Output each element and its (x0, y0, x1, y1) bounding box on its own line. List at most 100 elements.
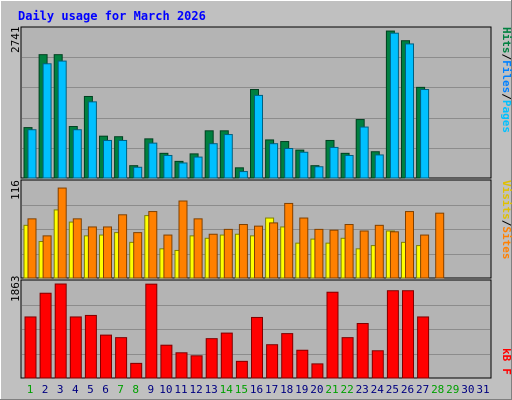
bar-kb-f-day-13 (205, 338, 218, 379)
bar-sites-day-6 (103, 226, 112, 279)
bar-files-day-9 (148, 142, 158, 179)
bar-sites-day-26 (405, 211, 414, 279)
bar-files-day-3 (57, 60, 67, 179)
legend-visits: Visits (500, 180, 512, 220)
bar-kb-f-day-18 (281, 333, 294, 379)
x-tick-label: 19 (295, 383, 308, 396)
x-tick-label: 1 (27, 383, 34, 396)
x-tick-label: 24 (371, 383, 385, 396)
x-tick-label: 6 (102, 383, 109, 396)
bar-files-day-4 (72, 129, 82, 179)
x-tick-label: 4 (72, 383, 79, 396)
bar-files-day-21 (329, 146, 339, 179)
x-tick-label: 25 (386, 383, 399, 396)
bar-sites-day-10 (163, 234, 173, 279)
bar-sites-day-4 (72, 218, 82, 279)
bar-sites-day-19 (299, 217, 309, 279)
bar-kb-f-day-7 (115, 337, 128, 379)
x-tick-label: 15 (235, 383, 248, 396)
bar-kb-f-day-19 (296, 349, 309, 379)
bar-kb-f-day-25 (386, 290, 399, 379)
bar-kb-f-day-23 (356, 323, 369, 379)
x-tick-label: 31 (476, 383, 489, 396)
bar-sites-day-13 (208, 233, 218, 279)
bar-sites-day-3 (57, 187, 67, 279)
bar-kb-f-day-21 (326, 291, 339, 379)
bar-sites-day-12 (193, 218, 203, 279)
x-tick-label: 9 (147, 383, 154, 396)
bar-kb-f-day-14 (220, 332, 233, 379)
bar-kb-f-day-27 (417, 316, 430, 379)
x-tick-label: 16 (250, 383, 263, 396)
legend-kb-label: kB (500, 348, 512, 362)
x-tick-label: 12 (189, 383, 202, 396)
panel-bars (23, 30, 430, 179)
legend-files: Files (500, 60, 512, 93)
bar-kb-f-day-6 (100, 334, 112, 379)
bar-sites-day-25 (389, 231, 399, 279)
bar-files-day-23 (359, 126, 369, 179)
bar-kb-f-day-12 (190, 355, 203, 379)
bar-files-day-6 (103, 139, 112, 179)
bar-sites-day-8 (133, 232, 143, 279)
x-tick-label: 30 (461, 383, 474, 396)
legend-sep: / (500, 220, 512, 227)
bar-files-day-13 (208, 143, 218, 179)
bar-files-day-1 (27, 129, 37, 179)
legend-hits: Hits (500, 27, 512, 54)
legend: kB F (500, 348, 512, 375)
bar-kb-f-day-8 (130, 362, 143, 379)
bar-kb-f-day-20 (311, 363, 324, 379)
panel-bars (23, 187, 445, 279)
bar-files-day-2 (42, 63, 52, 179)
x-tick-label: 2 (42, 383, 49, 396)
x-tick-label: 8 (132, 383, 139, 396)
bar-files-day-14 (223, 134, 233, 179)
bar-files-day-7 (118, 139, 128, 179)
ymax-label: 2741 (9, 27, 22, 54)
legend-sep: / (500, 93, 512, 100)
legend: Visits/Sites (500, 180, 512, 260)
bar-sites-day-23 (359, 230, 369, 279)
bar-kb-f-day-26 (402, 290, 414, 379)
x-tick-label: 22 (340, 383, 353, 396)
x-tick-label: 13 (205, 383, 218, 396)
bar-kb-f-day-22 (341, 337, 354, 379)
x-tick-label: 26 (401, 383, 414, 396)
legend-text: Hits/Files/Pages (500, 27, 512, 133)
bar-sites-day-24 (374, 224, 384, 279)
x-tick-label: 28 (431, 383, 444, 396)
bar-files-day-5 (87, 101, 97, 179)
bar-kb-f-day-5 (84, 314, 97, 379)
bar-sites-day-11 (178, 200, 188, 279)
bar-files-day-20 (314, 166, 324, 179)
bar-files-day-19 (299, 151, 309, 179)
bar-files-day-15 (238, 171, 248, 179)
bar-files-day-22 (344, 154, 354, 179)
panel-bars (24, 283, 430, 379)
legend-sep: / (500, 54, 512, 61)
x-tick-label: 11 (174, 383, 187, 396)
bar-files-day-18 (284, 148, 294, 179)
x-tick-label: 5 (87, 383, 94, 396)
x-tick-label: 29 (446, 383, 459, 396)
bar-kb-f-day-24 (371, 350, 384, 379)
bar-files-day-10 (163, 154, 173, 179)
legend-f-label: F (500, 368, 512, 375)
bar-files-day-17 (269, 143, 279, 179)
bar-files-day-27 (420, 89, 430, 179)
bar-sites-day-1 (27, 218, 37, 279)
bar-kb-f-day-17 (266, 344, 279, 379)
x-axis-labels: 1 2 3 4 5 6 7 8 9 10 11 12 13 14 15 16 17 18 19 20 21 22 23 24 2… (27, 383, 490, 396)
bar-sites-day-7 (118, 214, 128, 279)
x-tick-label: 27 (416, 383, 429, 396)
bar-files-day-16 (254, 94, 263, 179)
x-tick-label: 17 (265, 383, 278, 396)
x-tick-label: 18 (280, 383, 293, 396)
x-tick-label: 20 (310, 383, 323, 396)
bar-files-day-8 (133, 166, 143, 179)
x-tick-label: 23 (356, 383, 369, 396)
bar-kb-f-day-1 (24, 316, 37, 379)
bar-sites-day-16 (254, 225, 263, 279)
